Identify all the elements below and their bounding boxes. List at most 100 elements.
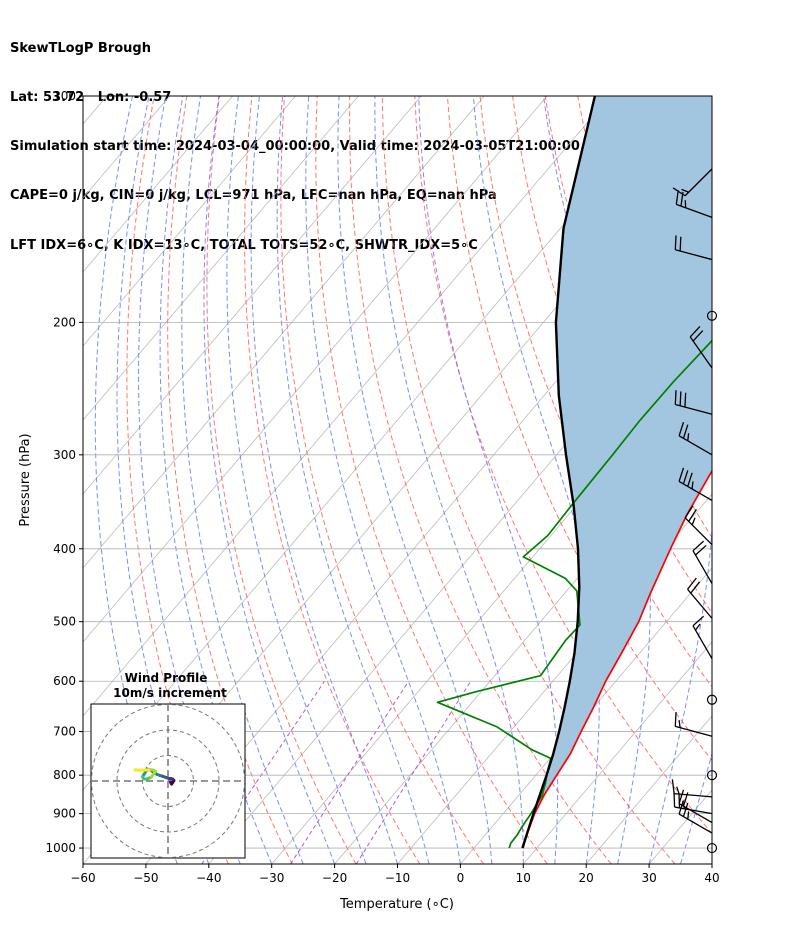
isotherm [83,96,422,495]
wind-barb [674,390,713,415]
moist-adiabat [711,862,712,864]
dry-adiabat [244,96,421,864]
barb-staff [687,588,713,619]
moist-adiabat [250,96,398,864]
wind-barb [684,505,713,546]
wind-barb [692,615,713,660]
x-tick-label: 0 [457,871,465,885]
dry-adiabat [381,96,676,864]
isotherm [711,863,712,864]
moist-adiabat [159,96,273,864]
barb-flag [687,577,697,590]
barb-flag [692,540,705,552]
wind-barb [687,577,713,619]
dry-adiabat [479,96,712,688]
barb-flag [676,786,680,795]
moist-adiabat [203,96,336,864]
x-tick-label: −20 [322,871,347,885]
isotherm [83,96,233,273]
isotherm [271,345,712,864]
y-tick-label: 600 [53,674,76,688]
barb-flag [681,188,689,193]
wind-barbs [671,168,718,854]
dry-adiabat [280,96,485,864]
wind-barb [671,779,713,798]
x-tick-label: 20 [579,871,594,885]
x-tick-label: 10 [516,871,531,885]
wind-barb [678,467,713,502]
chart-header: SkewTLogP Brough Lat: 53.72 Lon: -0.57 S… [10,8,603,271]
calm-wind-circle [706,694,718,705]
calm-wind-circle [706,310,718,321]
barb-flag [692,615,705,627]
barb-flag [671,779,675,794]
isotherm [397,493,712,864]
barb-flag [678,720,681,728]
temperature-line [522,469,712,849]
barb-staff [674,806,713,815]
x-tick-label: −40 [196,871,221,885]
isotherm [83,96,359,421]
y-tick-label: 100 [53,89,76,103]
barb-flag [690,581,701,594]
barb-flag [674,235,677,250]
barb-staff [676,203,713,218]
barb-flag [678,793,681,808]
barb-flag [684,505,694,519]
wind-barb [674,712,713,737]
moist-adiabat [305,96,461,864]
y-tick-label: 700 [53,725,76,739]
hodograph-subtitle: 10m/s increment [113,686,227,700]
x-tick-label: −60 [70,871,95,885]
wind-barb [678,422,713,456]
wind-barb [689,325,713,369]
background-lines [83,96,794,864]
location-line: Lat: 53.72 Lon: -0.57 [10,90,172,106]
wind-barb [672,168,713,197]
dry-adiabat [446,96,712,762]
hodograph-segment [133,768,141,772]
barb-flag [674,390,677,405]
y-tick-label: 1000 [45,841,76,855]
time-line: Simulation start time: 2024-03-04_00:00:… [10,139,603,155]
barb-flag [684,392,687,408]
barb-staff [675,403,713,415]
barb-staff [678,435,713,456]
barb-flag [687,811,690,820]
parcel-indices-line: CAPE=0 j/kg, CIN=0 j/kg, LCL=971 hPa, LF… [10,188,497,204]
hodograph-plot [91,704,245,858]
x-tick-label: 30 [641,871,656,885]
barb-flag [682,424,689,439]
barb-staff [684,168,713,197]
profile-lines [436,96,712,849]
barb-flag [689,325,701,338]
dry-adiabat [707,96,712,111]
barb-flag [674,712,677,727]
barb-staff [678,813,713,834]
cape-area [522,96,712,849]
barb-staff [678,480,713,502]
dry-adiabat [315,96,548,864]
chart-title: SkewTLogP Brough [10,40,151,56]
moist-adiabat [374,96,524,864]
barb-flag [682,802,689,817]
dry-adiabat [773,96,794,864]
hodograph-title: Wind Profile [125,671,208,685]
calm-wind-circle [706,842,718,854]
barb-staff [692,625,713,660]
y-tick-label: 900 [53,807,76,821]
barb-flag [691,517,696,526]
barb-flag [678,422,685,437]
dry-adiabat [349,96,612,864]
barb-flag [672,187,686,197]
y-tick-label: 500 [53,615,76,629]
barb-flag [679,391,682,406]
barb-flag [694,623,701,631]
dry-adiabat [741,96,794,864]
x-tick-label: 40 [704,871,719,885]
y-tick-label: 800 [53,768,76,782]
isotherm [522,641,712,864]
isotherm [83,96,485,569]
barb-flag [691,481,694,490]
